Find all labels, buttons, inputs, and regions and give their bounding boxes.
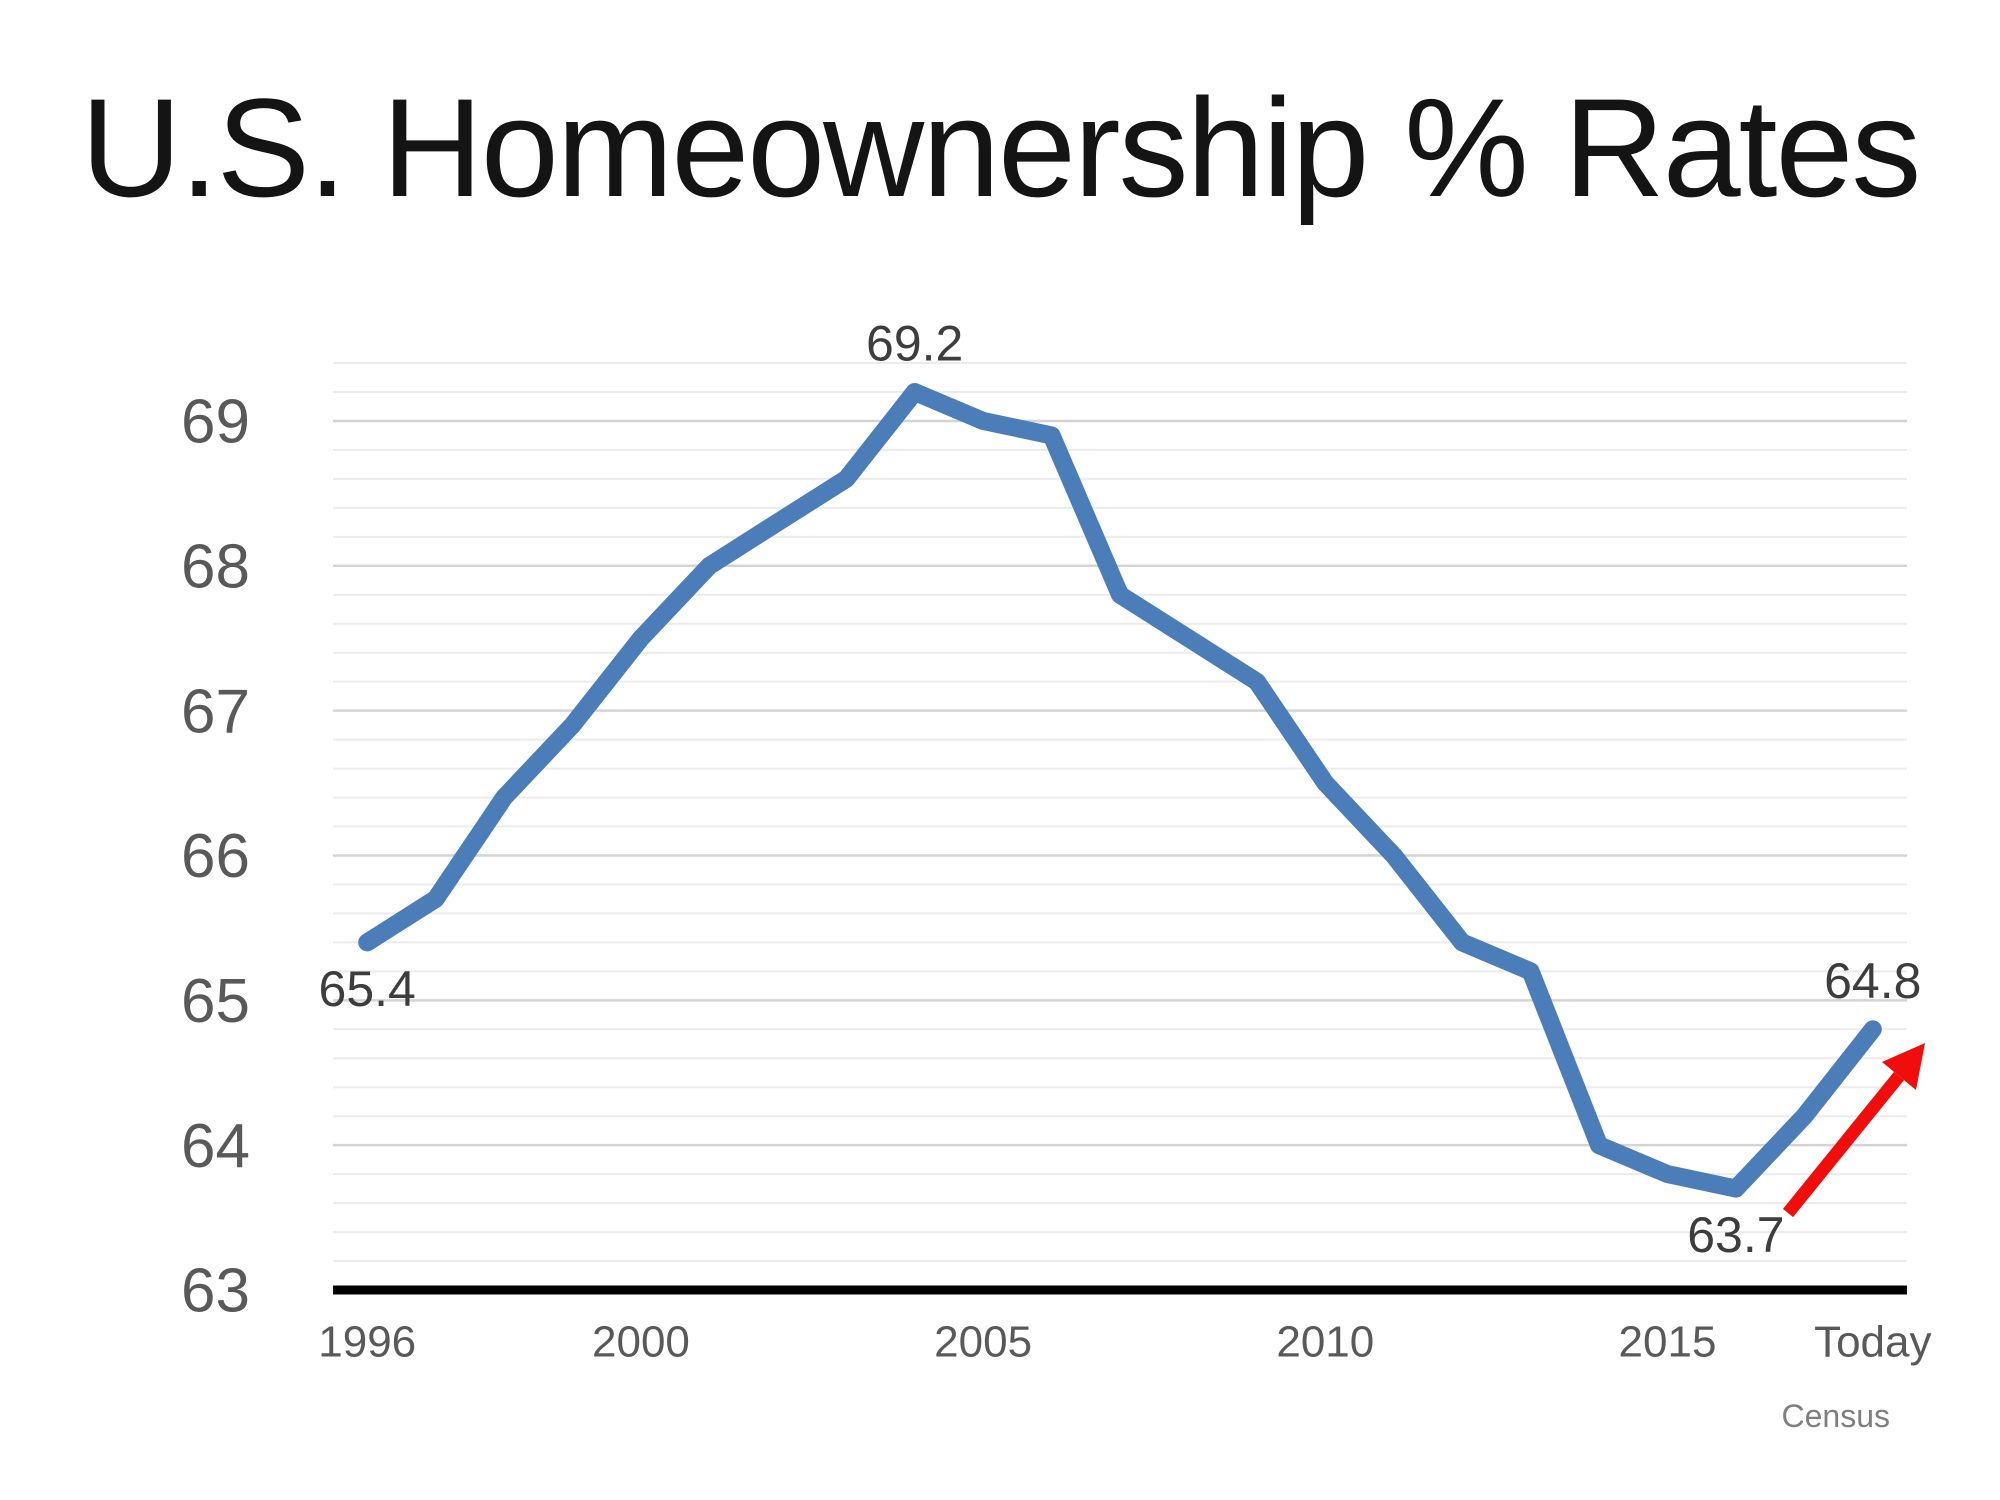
data-label: 69.2 (866, 315, 963, 371)
y-tick-label: 66 (181, 822, 250, 891)
x-tick-label: Today (1814, 1317, 1931, 1366)
chart-title: U.S. Homeownership % Rates (80, 69, 1922, 226)
y-tick-label: 63 (181, 1257, 250, 1326)
source-label: Census (1781, 1398, 1891, 1434)
x-tick-label: 2015 (1619, 1317, 1717, 1366)
data-label: 64.8 (1824, 953, 1921, 1009)
y-tick-label: 69 (181, 388, 250, 457)
data-label: 65.4 (319, 961, 416, 1017)
x-tick-label: 2000 (592, 1317, 690, 1366)
homeownership-rate-line (358, 383, 1882, 1198)
data-label: 63.7 (1687, 1207, 1784, 1263)
y-tick-label: 64 (181, 1112, 250, 1181)
y-tick-label: 65 (181, 967, 250, 1036)
trend-arrow-shaft (1782, 1071, 1905, 1218)
x-tick-label: 1996 (318, 1317, 416, 1366)
trend-arrow-head (1882, 1043, 1925, 1090)
y-tick-label: 68 (181, 532, 250, 601)
y-tick-label: 67 (181, 677, 250, 746)
x-tick-label: 2010 (1276, 1317, 1374, 1366)
x-tick-label: 2005 (934, 1317, 1032, 1366)
